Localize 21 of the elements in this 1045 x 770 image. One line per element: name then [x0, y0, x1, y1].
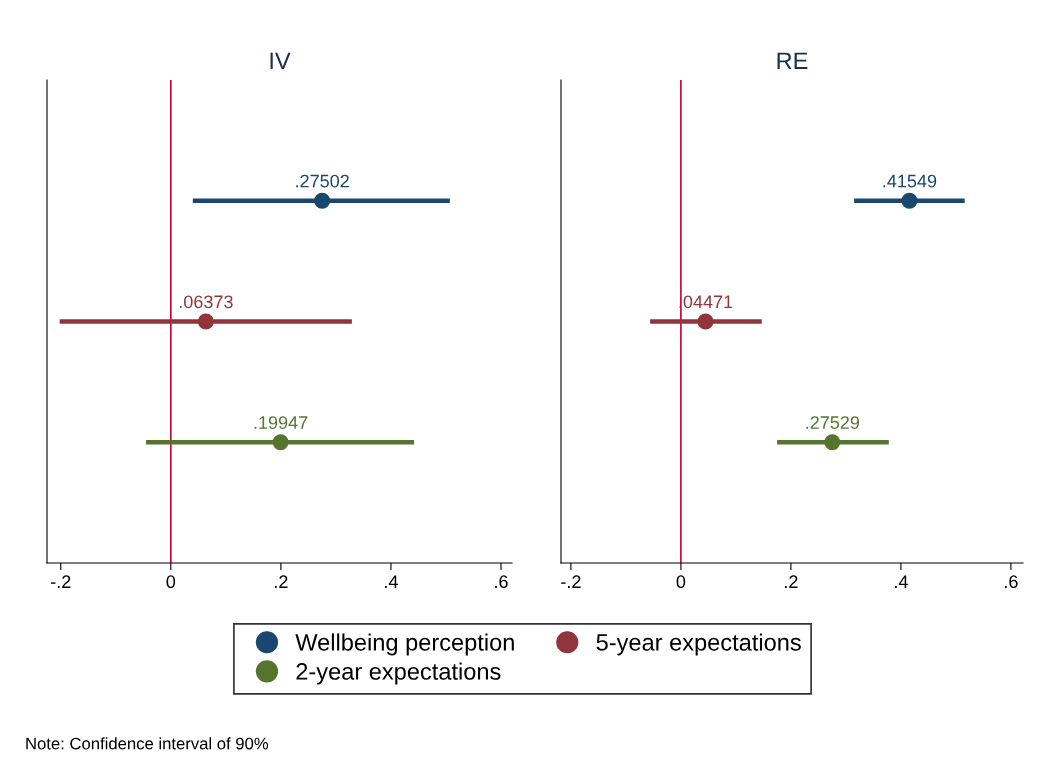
legend-label: 5-year expectations	[596, 633, 801, 656]
chart-title: RE	[777, 52, 808, 69]
legend-label: 2-year expectations	[296, 662, 501, 685]
x-tick-label: -.2	[51, 575, 71, 588]
x-tick-label: .2	[785, 575, 798, 588]
x-tick-label: 0	[676, 575, 686, 589]
x-tick-label: .4	[895, 575, 908, 588]
x-tick-label: .6	[1005, 575, 1018, 589]
x-tick-label: 0	[166, 575, 176, 589]
legend-label: Wellbeing perception	[295, 633, 514, 656]
data-label: .27529	[806, 416, 860, 429]
data-label: .27502	[296, 174, 349, 188]
x-tick-label: .6	[495, 575, 508, 589]
text: Note: Confidence interval of 90%	[26, 737, 269, 750]
x-tick-label: .2	[274, 575, 288, 588]
data-label: .19947	[254, 416, 308, 429]
x-tick-label: -.2	[561, 575, 581, 588]
x-tick-label: .4	[385, 575, 398, 588]
data-label: .41549	[883, 174, 937, 188]
chart-title: IV	[270, 52, 291, 69]
data-label: .06373	[179, 295, 233, 309]
